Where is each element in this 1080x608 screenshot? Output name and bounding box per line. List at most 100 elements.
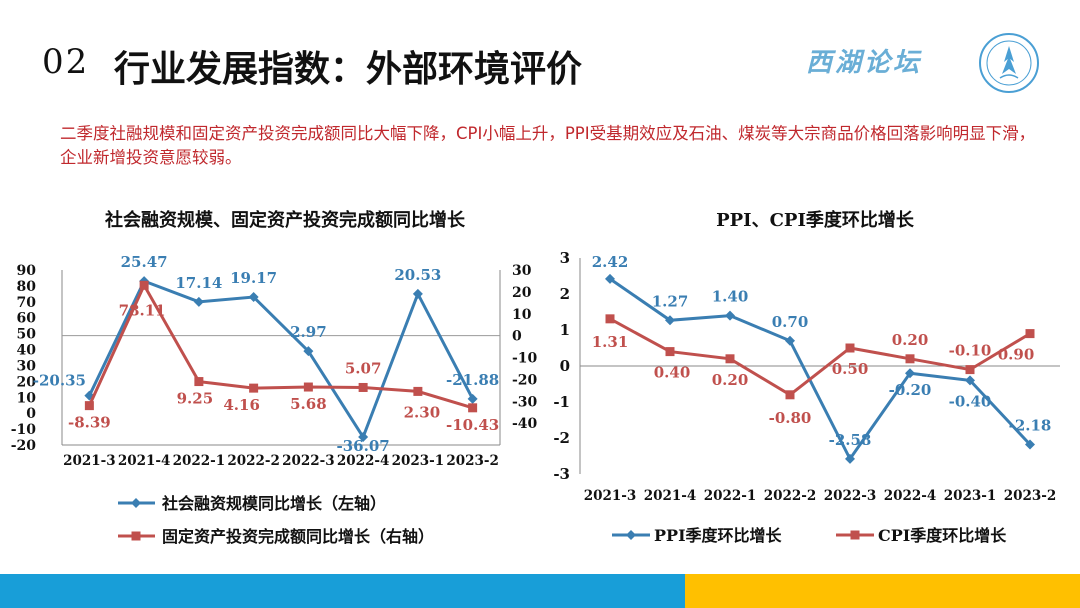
data-label: 2.97 xyxy=(290,323,327,341)
right-axis-tick-label: -30 xyxy=(512,394,538,410)
legend-label: 社会融资规模同比增长（左轴） xyxy=(161,494,386,513)
data-point-square xyxy=(965,365,975,375)
data-label: 0.20 xyxy=(712,371,749,389)
data-point-square xyxy=(249,383,259,393)
x-tick-label: 2021-3 xyxy=(63,453,116,469)
left-axis-tick-label: 0 xyxy=(26,406,36,422)
data-label: 17.14 xyxy=(175,274,222,292)
data-point-diamond xyxy=(248,292,259,303)
data-point-diamond xyxy=(467,393,478,404)
data-point-diamond xyxy=(665,315,675,326)
data-point-square xyxy=(194,377,204,387)
data-point-square xyxy=(84,401,94,411)
left-axis-tick-label: 80 xyxy=(17,279,37,295)
chart2-svg: 3 2 1 0 -1 -2 -3 2021-3 2021-4 2022-1 2022-2 2022-3… xyxy=(553,250,1060,545)
chart2-title: PPI、CPI季度环比增长 xyxy=(716,210,914,231)
right-axis-tick-label: 0 xyxy=(512,329,522,345)
data-point-diamond xyxy=(845,453,855,464)
x-tick-label: 2023-1 xyxy=(944,488,997,504)
left-axis-tick-label: -20 xyxy=(11,438,37,454)
x-tick-label: 2021-3 xyxy=(584,488,637,504)
legend-label: PPI季度环比增长 xyxy=(654,526,783,545)
x-tick-label: 2022-1 xyxy=(173,453,226,469)
y-axis-tick-label: -1 xyxy=(553,393,570,411)
right-axis-tick-label: -20 xyxy=(512,372,538,388)
x-tick-label: 2022-1 xyxy=(704,488,757,504)
data-label: 5.68 xyxy=(290,395,327,413)
x-tick-label: 2022-4 xyxy=(884,488,937,504)
x-tick-label: 2023-2 xyxy=(446,453,499,469)
data-point-square xyxy=(1025,329,1035,339)
series-line-2 xyxy=(609,317,1031,397)
right-axis-tick-label: -40 xyxy=(512,416,538,432)
data-label: 0.40 xyxy=(654,364,691,382)
data-label: -0.80 xyxy=(769,409,812,427)
data-point-square xyxy=(725,354,735,364)
legend-marker-diamond xyxy=(626,530,636,540)
left-axis-tick-label: 90 xyxy=(17,263,37,279)
data-point-square xyxy=(605,314,615,324)
right-axis-tick-label: 20 xyxy=(512,285,532,301)
data-label: 5.07 xyxy=(345,359,382,377)
data-point-square xyxy=(468,403,478,413)
left-axis-tick-label: 30 xyxy=(17,358,37,374)
data-point-diamond xyxy=(905,368,915,379)
page-title: 行业发展指数：外部环境评价 xyxy=(114,49,583,90)
x-tick-label: 2023-2 xyxy=(1004,488,1057,504)
y-axis-tick-label: -3 xyxy=(553,465,570,483)
left-axis-tick-label: 60 xyxy=(17,311,37,327)
data-point-diamond xyxy=(1025,439,1035,450)
data-point-square xyxy=(785,390,795,400)
data-label: 4.16 xyxy=(223,396,260,414)
legend-marker-square xyxy=(131,531,141,541)
chart1-title: 社会融资规模、固定资产投资完成额同比增长 xyxy=(105,210,465,231)
data-label: 0.20 xyxy=(892,331,929,349)
data-label: 1.27 xyxy=(652,292,689,310)
data-label: -8.39 xyxy=(68,414,111,432)
data-label: 25.47 xyxy=(121,255,168,271)
left-axis-tick-label: 70 xyxy=(17,295,37,311)
data-point-diamond xyxy=(965,375,975,386)
data-label: 0.50 xyxy=(832,360,869,378)
data-label: -2.58 xyxy=(829,431,872,449)
data-label: 0.70 xyxy=(772,313,809,331)
left-axis-tick-label: -10 xyxy=(11,422,37,438)
series-line-1 xyxy=(609,277,1032,462)
data-label: -0.10 xyxy=(949,342,992,360)
data-point-square xyxy=(358,382,368,392)
x-tick-label: 2022-3 xyxy=(282,453,335,469)
left-axis-tick-label: 20 xyxy=(17,374,37,390)
data-label: 1.31 xyxy=(592,333,629,351)
footer-blue-band xyxy=(0,574,685,608)
left-axis-tick-label: 10 xyxy=(17,390,37,406)
series-line-2 xyxy=(88,282,474,410)
x-tick-label: 2022-3 xyxy=(824,488,877,504)
right-axis-tick-label: 30 xyxy=(512,263,532,279)
data-label: 20.53 xyxy=(394,266,441,284)
right-axis-tick-label: -10 xyxy=(512,351,538,367)
data-label: -0.20 xyxy=(889,381,932,399)
y-axis-tick-label: 3 xyxy=(560,250,570,267)
data-label: -10.43 xyxy=(446,416,499,434)
data-point-square xyxy=(303,382,313,392)
data-label: -21.88 xyxy=(446,371,499,389)
data-point-diamond xyxy=(303,346,314,357)
data-label: -2.18 xyxy=(1009,416,1052,434)
legend-marker-diamond xyxy=(131,498,141,508)
chart1-svg: 9080706050403020100-10-203020100-10-20-3… xyxy=(11,255,538,546)
y-axis-tick-label: 2 xyxy=(560,285,570,303)
left-axis-tick-label: 50 xyxy=(17,327,37,343)
brand-name: 西湖论坛 xyxy=(806,48,923,78)
data-point-square xyxy=(413,386,423,396)
data-label: -36.07 xyxy=(337,437,390,455)
right-axis-tick-label: 10 xyxy=(512,307,532,323)
x-tick-label: 2021-4 xyxy=(118,453,171,469)
data-point-square xyxy=(845,343,855,353)
data-point-diamond xyxy=(193,296,204,307)
data-label: -0.40 xyxy=(949,392,992,410)
data-label: 0.90 xyxy=(998,346,1035,364)
footer-yellow-band xyxy=(685,574,1080,608)
legend-label: 固定资产投资完成额同比增长（右轴） xyxy=(162,527,434,546)
x-tick-label: 2022-4 xyxy=(337,453,390,469)
data-point-diamond xyxy=(785,335,795,346)
